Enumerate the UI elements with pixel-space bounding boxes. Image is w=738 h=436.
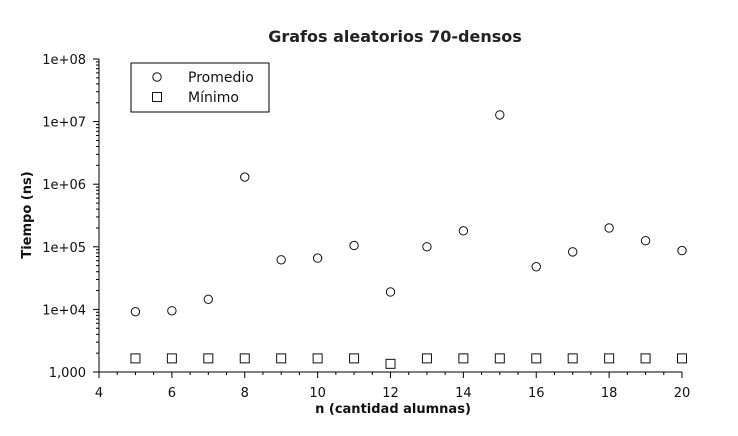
minimo-point: [567, 353, 578, 364]
promedio-point: [458, 226, 469, 236]
x-tick-label: 10: [309, 386, 326, 401]
promedio-point: [531, 262, 541, 272]
minimo-point: [349, 353, 360, 364]
x-tick-label: 8: [241, 386, 249, 401]
minimo-point: [166, 353, 177, 364]
promedio-point: [130, 306, 141, 317]
minimo-point: [312, 353, 323, 364]
promedio-point: [640, 236, 651, 246]
y-tick-label: 1e+05: [42, 241, 86, 256]
minimo-point: [494, 353, 505, 364]
promedio-point: [167, 306, 177, 316]
x-tick-label: 20: [674, 386, 691, 401]
legend-label: Promedio: [188, 70, 254, 86]
promedio-point: [422, 242, 432, 252]
promedio-point: [604, 223, 614, 233]
x-tick-label: 6: [168, 386, 176, 401]
promedio-point: [349, 240, 359, 251]
promedio-point: [312, 253, 323, 263]
y-tick-label: 1e+04: [42, 303, 86, 318]
promedio-point: [567, 247, 578, 257]
x-tick-label: 18: [601, 386, 618, 401]
legend: Promedio Mínimo: [130, 62, 270, 113]
x-tick-label: 16: [528, 386, 545, 401]
y-axis-label: Tiempo (ns): [20, 171, 35, 258]
y-tick-label: 1e+08: [42, 53, 86, 68]
legend-circle-marker: [152, 72, 162, 82]
minimo-point: [531, 353, 542, 364]
y-tick-label: 1e+07: [42, 116, 86, 131]
minimo-point: [276, 353, 287, 364]
y-tick-label: 1,000: [49, 366, 86, 381]
promedio-point: [495, 110, 505, 120]
x-tick-label: 14: [455, 386, 472, 401]
legend-square-marker: [152, 92, 162, 102]
chart-title: Grafos aleatorios 70-densos: [268, 27, 522, 46]
promedio-point: [385, 287, 396, 297]
minimo-point: [677, 353, 687, 364]
x-axis-label: n (cantidad alumnas): [315, 402, 471, 417]
legend-label: Mínimo: [188, 90, 239, 106]
data-marks: [130, 110, 687, 369]
legend-box: [130, 62, 270, 113]
minimo-point: [640, 353, 651, 364]
minimo-point: [130, 353, 141, 364]
minimo-point: [421, 353, 432, 364]
promedio-point: [240, 172, 250, 182]
x-tick-label: 12: [382, 386, 399, 401]
promedio-point: [276, 255, 286, 265]
promedio-point: [677, 245, 687, 256]
promedio-point: [203, 294, 214, 304]
x-tick-label: 4: [95, 386, 103, 401]
minimo-point: [239, 353, 250, 364]
minimo-point: [458, 353, 469, 364]
y-tick-label: 1e+06: [42, 178, 86, 193]
minimo-point: [385, 358, 396, 369]
minimo-point: [604, 353, 615, 364]
minimo-point: [203, 353, 214, 364]
axes: 4 6 8 10 12 14 16 18 20 1,000 1e+04 1e+05 1e+06 1e+07…: [42, 53, 690, 401]
